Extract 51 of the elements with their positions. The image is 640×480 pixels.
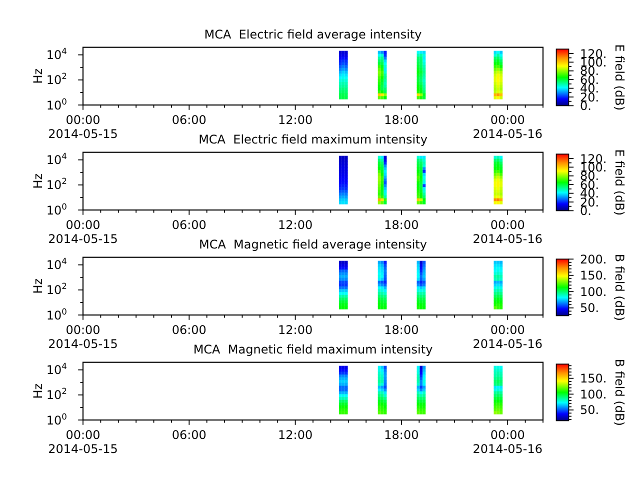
x-tick-label: 06:00 (172, 112, 206, 127)
y-tick-label: 10$^{0}$ (46, 411, 67, 428)
y-axis-title: Hz (31, 173, 45, 189)
x-tick-label: 12:00 (278, 322, 313, 337)
y-axis-title: Hz (31, 68, 45, 84)
x-tick-label: 00:00 2014-05-15 (48, 428, 118, 456)
x-tick-label: 00:00 2014-05-15 (48, 322, 118, 351)
color-bar-title: E field (dB) (612, 44, 626, 111)
y-tick-label: 10$^{4}$ (46, 256, 67, 272)
color-bar-label: 100. (580, 387, 607, 402)
chart-title: MCA Magnetic field average intensity (198, 237, 428, 252)
color-bar-title: B field (dB) (612, 358, 626, 426)
chart-title: MCA Electric field average intensity (204, 27, 422, 42)
x-tick-label: 06:00 (172, 218, 206, 232)
color-bar-label: 150. (580, 268, 607, 283)
x-tick-label: 12:00 (278, 112, 313, 127)
color-bar-label: 50. (580, 403, 600, 418)
x-tick-label: 00:00 2014-05-16 (472, 112, 542, 141)
color-bar-title: E field (dB) (612, 149, 626, 216)
y-tick-label: 10$^{4}$ (46, 46, 67, 62)
x-tick-label: 06:00 (172, 428, 206, 442)
y-tick-label: 10$^{0}$ (46, 306, 67, 322)
y-tick-label: 10$^{2}$ (46, 281, 67, 298)
y-tick-label: 10$^{2}$ (46, 176, 67, 192)
y-axis-title: Hz (31, 383, 45, 399)
x-tick-label: 12:00 (278, 428, 313, 442)
y-tick-label: 10$^{0}$ (46, 96, 67, 112)
y-tick-label: 10$^{0}$ (46, 201, 67, 218)
y-axis-title: Hz (31, 278, 45, 294)
color-bar-label: 150. (580, 372, 607, 386)
x-tick-label: 00:00 2014-05-16 (472, 322, 542, 351)
color-bar-label: 200. (580, 252, 607, 266)
x-tick-label: 06:00 (172, 322, 206, 337)
chart-title: MCA Electric field maximum intensity (198, 132, 428, 146)
y-tick-label: 10$^{2}$ (46, 386, 67, 402)
y-tick-label: 10$^{2}$ (46, 71, 67, 88)
color-bar-label: 100. (580, 284, 607, 299)
chart-title: MCA Magnetic field maximum intensity (193, 342, 433, 356)
x-tick-label: 18:00 (384, 428, 419, 442)
x-tick-label: 12:00 (278, 218, 313, 232)
x-tick-label: 18:00 (384, 112, 419, 127)
x-tick-label: 18:00 (384, 322, 419, 337)
x-tick-label: 00:00 2014-05-15 (48, 112, 118, 141)
x-tick-label: 00:00 2014-05-16 (472, 218, 542, 246)
x-tick-label: 18:00 (384, 218, 419, 232)
x-tick-label: 00:00 2014-05-15 (48, 218, 118, 246)
y-tick-label: 10$^{4}$ (46, 361, 67, 378)
color-bar-label: 50. (580, 301, 600, 316)
color-bar-title: B field (dB) (612, 254, 626, 321)
x-tick-label: 00:00 2014-05-16 (472, 428, 542, 456)
y-tick-label: 10$^{4}$ (46, 151, 67, 168)
